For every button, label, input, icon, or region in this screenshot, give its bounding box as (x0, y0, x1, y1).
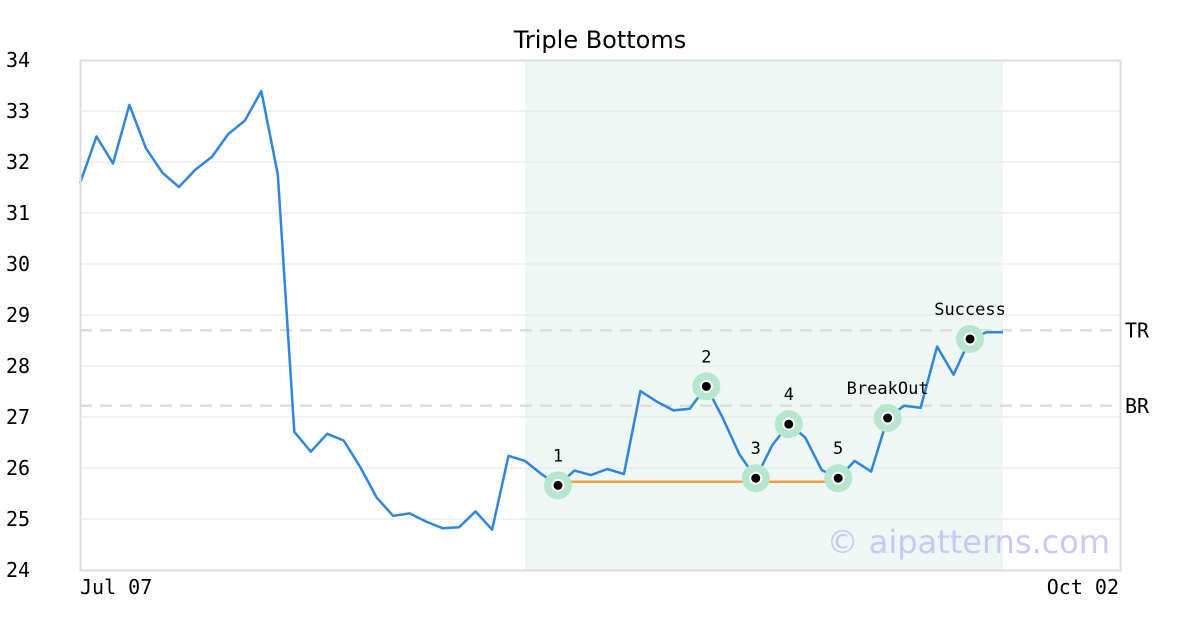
markers-layer: 1 2 3 4 5 BreakOut Success (543, 300, 1006, 500)
plot-frame (79, 59, 1122, 572)
y-axis-ticks: 24 25 26 27 28 29 30 31 32 33 34 (6, 48, 30, 582)
annotation-label: 4 (784, 385, 794, 405)
annotation-label: Success (934, 300, 1006, 320)
marker-point (782, 417, 796, 431)
marker-point (551, 478, 565, 492)
annotation-label: BreakOut (847, 379, 929, 399)
annotation-label: 5 (833, 439, 843, 459)
y-tick-label: 25 (6, 507, 30, 531)
annotation-label: 2 (701, 347, 711, 367)
annotation-label: 3 (751, 439, 761, 459)
y-tick-label: 29 (6, 303, 30, 327)
y-tick-label: 32 (6, 150, 30, 174)
y-tick-label: 30 (6, 252, 30, 276)
marker-point (831, 471, 845, 485)
annotation-label: 1 (553, 446, 563, 466)
reference-label-br: BR (1125, 394, 1150, 418)
chart-title: Triple Bottoms (513, 26, 687, 54)
y-tick-label: 24 (6, 558, 30, 582)
watermark: © aipatterns.com (827, 523, 1110, 561)
reference-label-tr: TR (1125, 318, 1150, 342)
marker-point (963, 332, 977, 346)
x-tick-start: Jul 07 (80, 575, 152, 599)
series-layer (78, 89, 1003, 531)
marker-point (699, 379, 713, 393)
marker-point (881, 411, 895, 425)
y-tick-label: 33 (6, 99, 30, 123)
y-tick-label: 26 (6, 456, 30, 480)
y-tick-label: 34 (6, 48, 30, 72)
price-line (78, 89, 1003, 531)
reference-lines-layer: TR BR (80, 318, 1150, 418)
marker-point (749, 471, 763, 485)
y-tick-label: 27 (6, 405, 30, 429)
y-tick-label: 28 (6, 354, 30, 378)
x-tick-end: Oct 02 (1047, 575, 1119, 599)
y-tick-label: 31 (6, 201, 30, 225)
